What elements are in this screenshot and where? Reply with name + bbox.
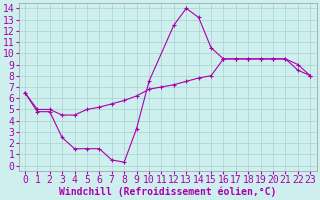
X-axis label: Windchill (Refroidissement éolien,°C): Windchill (Refroidissement éolien,°C) <box>59 187 276 197</box>
